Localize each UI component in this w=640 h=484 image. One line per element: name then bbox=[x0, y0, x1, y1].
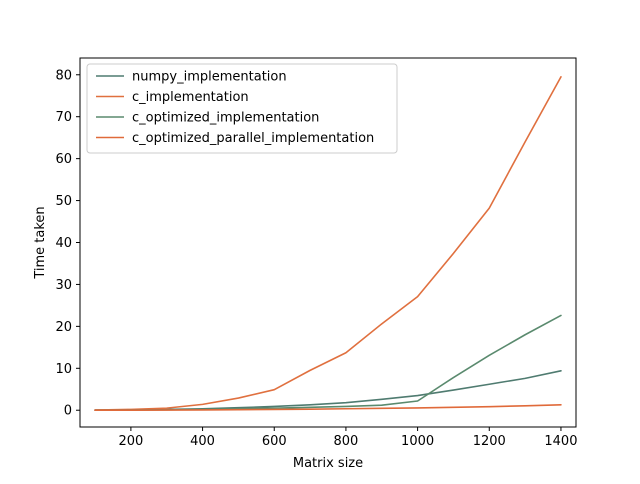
x-tick-label: 1000 bbox=[401, 434, 434, 449]
y-tick-label: 60 bbox=[55, 152, 72, 167]
legend: numpy_implementation c_implementation c_op… bbox=[86, 63, 398, 154]
y-tick-label: 80 bbox=[55, 68, 72, 83]
legend-label-3: c_optimized_implementation bbox=[132, 111, 319, 126]
y-axis-label: Time taken bbox=[33, 206, 48, 279]
y-tick-label: 20 bbox=[55, 320, 72, 335]
x-tick-label: 1200 bbox=[473, 434, 506, 449]
y-tick-label: 10 bbox=[55, 362, 72, 377]
series-line-3 bbox=[94, 314, 562, 411]
y-tick-label: 40 bbox=[55, 236, 72, 251]
x-tick-label: 800 bbox=[334, 434, 359, 449]
series-line-4 bbox=[94, 403, 562, 411]
x-axis-label: Matrix size bbox=[293, 456, 363, 471]
legend-box bbox=[86, 63, 398, 154]
x-tick-label: 400 bbox=[190, 434, 215, 449]
legend-label-1: numpy_implementation bbox=[132, 70, 287, 85]
series-line-1 bbox=[94, 370, 562, 411]
y-axis: 0 10 20 30 40 50 60 70 80 bbox=[55, 68, 80, 419]
series-layer bbox=[94, 76, 562, 411]
legend-label-2: c_implementation bbox=[132, 90, 249, 105]
x-axis: 200 400 600 800 1000 1200 1400 bbox=[118, 427, 577, 449]
y-tick-label: 30 bbox=[55, 278, 72, 293]
y-tick-label: 0 bbox=[64, 404, 72, 419]
x-tick-label: 600 bbox=[262, 434, 287, 449]
series-line-2 bbox=[94, 76, 562, 411]
y-tick-label: 50 bbox=[55, 194, 72, 209]
legend-label-4: c_optimized_parallel_implementation bbox=[132, 131, 374, 146]
x-tick-label: 1400 bbox=[544, 434, 577, 449]
x-tick-label: 200 bbox=[118, 434, 143, 449]
y-tick-label: 70 bbox=[55, 110, 72, 125]
